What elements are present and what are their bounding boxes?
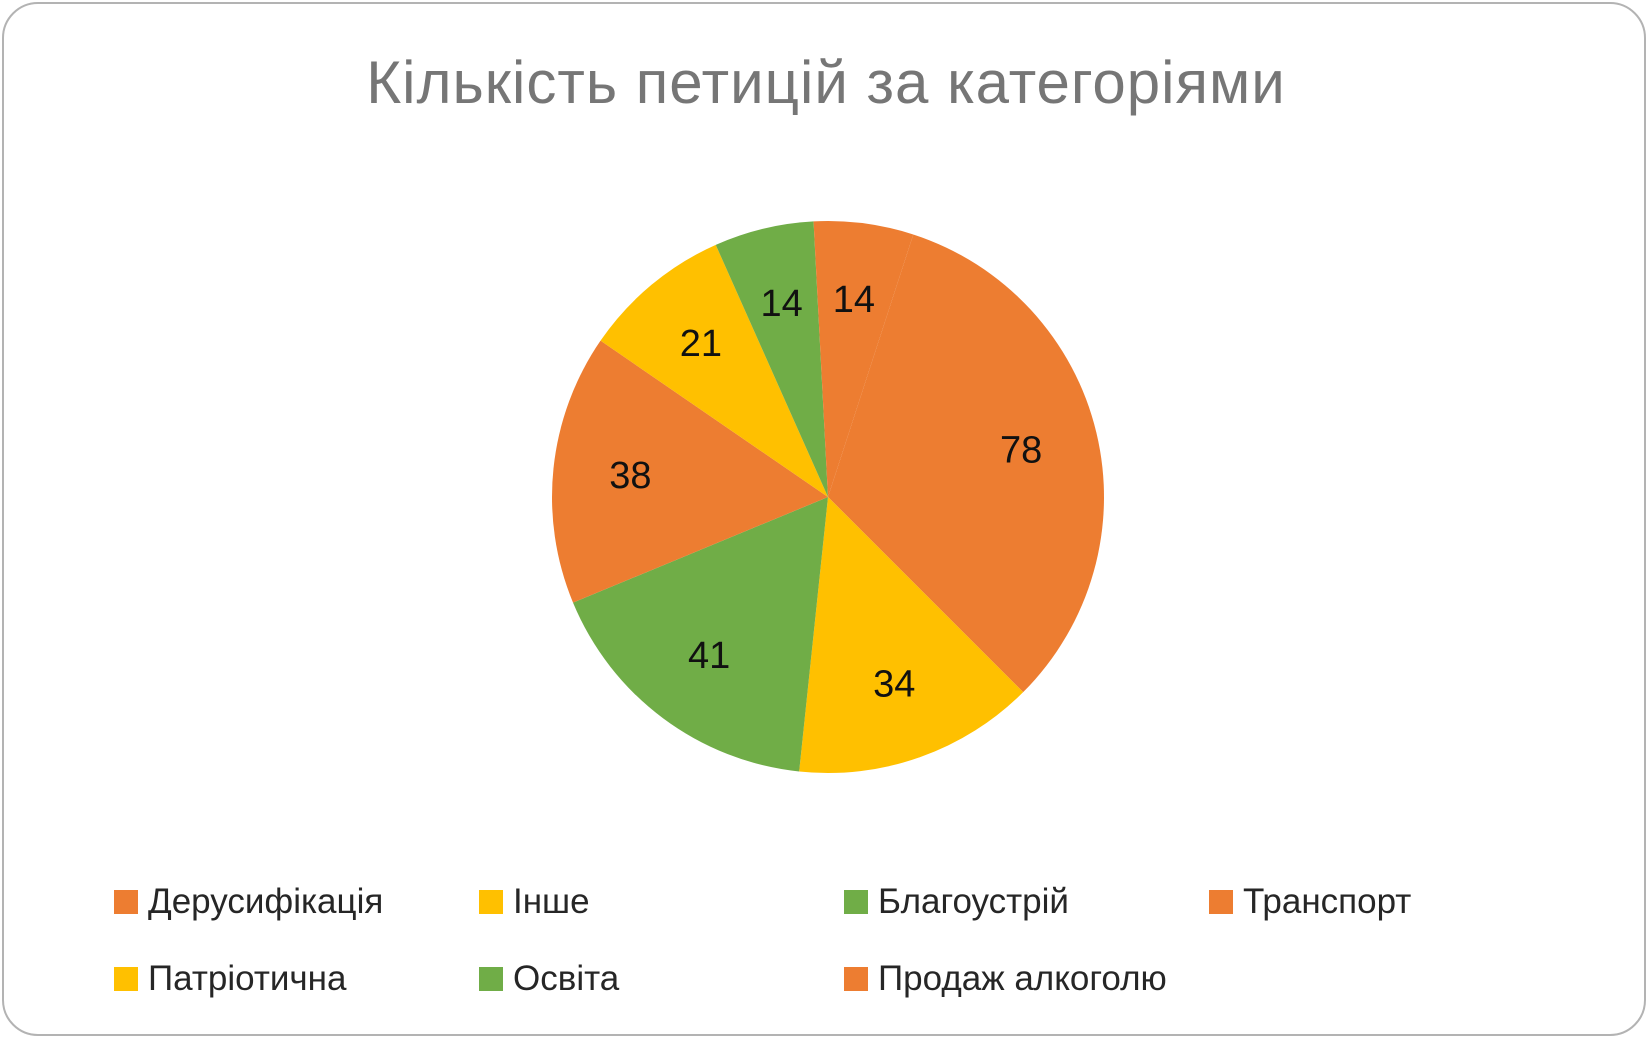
legend-swatch: [114, 967, 138, 991]
legend-label: Благоустрій: [878, 882, 1069, 921]
data-label-2: 34: [873, 663, 915, 705]
legend-item-4: Транспорт: [1209, 882, 1411, 922]
legend-swatch: [1209, 890, 1233, 914]
chart-legend: Дерусифікація Інше Благоустрій Транспорт Пат…: [114, 882, 1574, 1022]
pie-chart: 78 34 41 38 21 14 14: [551, 221, 1104, 774]
legend-swatch: [844, 890, 868, 914]
legend-item-5: Патріотична: [114, 959, 346, 999]
data-label-5: 21: [680, 323, 722, 365]
legend-label: Продаж алкоголю: [878, 959, 1167, 998]
pie-slice-4: [551, 340, 828, 603]
legend-label: Транспорт: [1243, 882, 1412, 921]
legend-item-7: Продаж алкоголю: [844, 959, 1167, 999]
legend-swatch: [479, 967, 503, 991]
legend-item-1: Дерусифікація: [114, 882, 383, 922]
legend-swatch: [479, 890, 503, 914]
pie-slice-3: [573, 497, 828, 772]
pie-slice-1: [828, 234, 1104, 693]
legend-swatch: [844, 967, 868, 991]
data-label-3: 41: [688, 635, 730, 677]
pie-slice-7: [813, 221, 914, 497]
legend-label: Дерусифікація: [148, 882, 384, 921]
legend-swatch: [114, 890, 138, 914]
chart-title: Кількість петицій за категоріями: [366, 49, 1286, 116]
data-label-7: 14: [833, 279, 875, 321]
pie-slice-5: [600, 244, 828, 497]
legend-item-6: Освіта: [479, 959, 619, 999]
data-label-1: 78: [1000, 430, 1042, 472]
data-label-6: 14: [760, 283, 802, 325]
legend-item-3: Благоустрій: [844, 882, 1069, 922]
data-label-4: 38: [609, 455, 651, 497]
legend-item-2: Інше: [479, 882, 590, 922]
pie-slice-2: [799, 497, 1024, 774]
legend-label: Патріотична: [148, 959, 347, 998]
legend-label: Інше: [513, 882, 590, 921]
pie-slice-6: [715, 221, 828, 497]
legend-label: Освіта: [513, 959, 620, 998]
